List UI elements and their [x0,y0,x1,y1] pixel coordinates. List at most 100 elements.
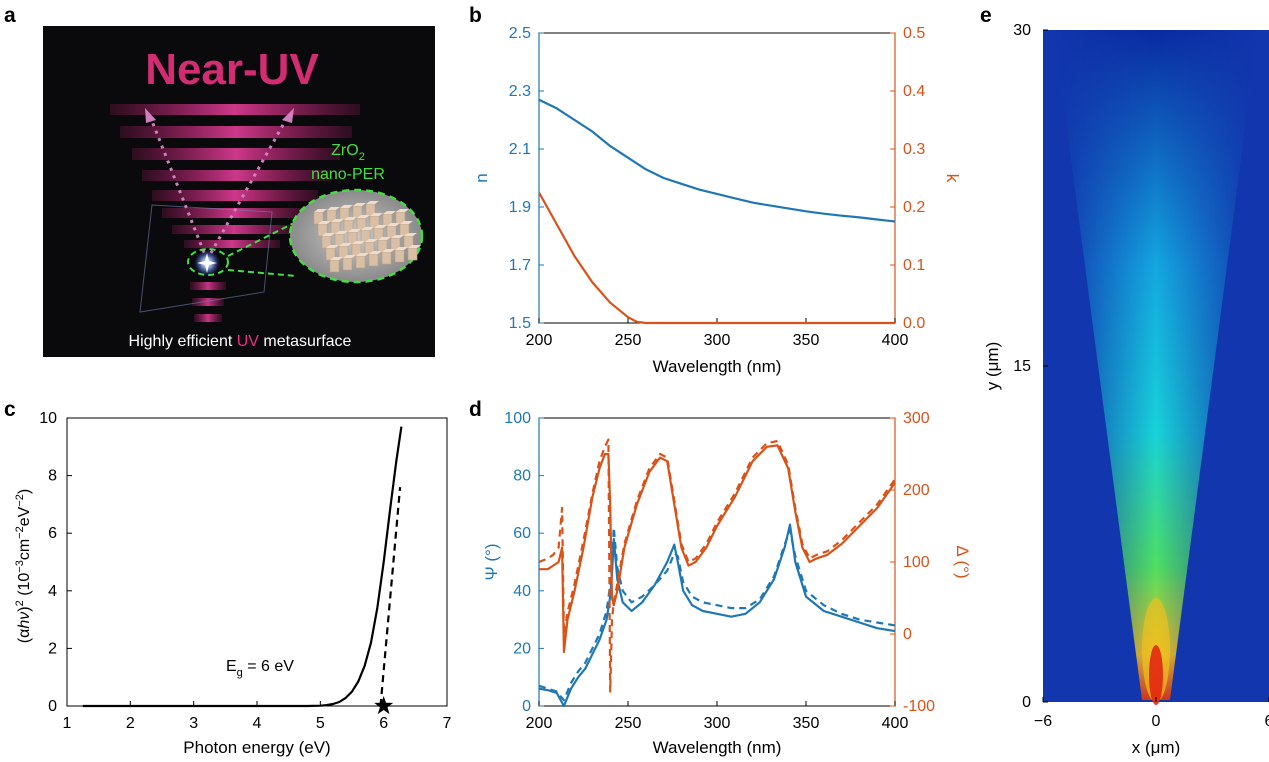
panel-letter-c: c [4,398,16,421]
panel-e-ytick-tick-label: 0 [1022,694,1031,711]
panel-c-xtick-tick-label: 2 [126,715,135,732]
panel-b-ytick-tick-label: 1.9 [509,199,531,216]
nano-pillar-top [382,249,395,252]
panel-c-ytick-tick-label: 6 [48,525,57,542]
panel-d-ytick-tick-label: 100 [504,410,531,427]
nano-pillar-top [314,209,327,212]
metasurface-caption: Highly efficient UV metasurface [129,333,352,350]
panel-d-xlabel: Wavelength (nm) [653,738,782,757]
nano-pillar-disc [288,188,424,284]
panel-d-y2tick-tick-label: 300 [903,410,930,427]
nano-pillar-top [374,225,387,228]
panel-d-xtick-tick-label: 400 [882,715,909,732]
panel-d-xtick-tick-label: 300 [704,715,731,732]
dotted-arrow-left [148,115,209,261]
panel-b-y2tick-tick-label: 0.4 [903,83,925,100]
panel-b-ytick-tick-label: 2.5 [509,25,531,42]
nano-pillar-top [322,233,335,236]
nano-pillar-top [326,245,339,248]
panel-d-ytick-tick-label: 20 [513,640,531,657]
zoom-connector-top [227,221,297,257]
bandgap-annotation: Eg = 6 eV [226,658,294,679]
zoom-ellipse-small [187,248,229,276]
panel-c-series-measured [82,426,403,708]
focus-star-icon [197,253,217,273]
nano-pillar-top [356,253,369,256]
bandgap-star-icon [374,696,394,715]
panel-b-xtick-tick-label: 200 [526,332,553,349]
nano-pillar-top [383,211,396,214]
nano-pillar-top [331,219,344,222]
pillar-array [313,201,421,273]
panel-b-xlabel: Wavelength (nm) [653,357,782,376]
panel-e-xtick-tick-label: −6 [1034,713,1052,730]
panel-c-xtick-tick-label: 5 [316,715,325,732]
nano-pillar-top [400,221,413,224]
panel-e-ylabel: y (μm) [983,342,1002,391]
panel-c-chart: 1 2 3 4 5 6 7 0 2 4 6 8 10 Eg = 6 eV Photon energy (… [14,410,452,757]
nano-pillar-top [348,229,361,232]
panel-b-xtick-tick-label: 300 [704,332,731,349]
nano-pillar [368,253,379,267]
panel-b-series-n [538,98,896,223]
panel-c-xtick-tick-label: 7 [443,715,452,732]
panel-b-y2tick-tick-label: 0.1 [903,257,925,274]
diffraction-bands [110,104,360,322]
panel-d-y2tick-tick-label: 0 [903,626,912,643]
nano-pillar [329,259,340,273]
panel-d-series-Δ-measured [539,444,896,654]
heatmap-hotspot-core [1149,645,1163,705]
panel-d-series-Ψ-measured [538,523,896,708]
panel-b-y2tick-tick-label: 0.2 [903,199,925,216]
nano-pillar [394,249,405,263]
panel-d-y2tick-tick-label: 100 [903,554,930,571]
nano-pillar [381,251,392,265]
nano-pillar-top [366,201,379,204]
substrate-outline [139,204,273,313]
nano-pillar-top [404,233,417,236]
panel-d-y2tick-tick-label: -100 [903,698,935,715]
nano-pillar-top [353,203,366,206]
panel-d-ytick-tick-label: 80 [513,468,531,485]
panel-d-ylabel: Ψ (°) [482,543,501,580]
panel-b-xtick-tick-label: 250 [615,332,642,349]
zoom-connector-bottom [227,269,297,277]
nano-pillar-top [335,231,348,234]
nano-pillar-top [369,251,382,254]
panel-a-illustration: Near-UV [43,26,435,357]
nano-pillar-top [327,207,340,210]
panel-b-ytick-tick-label: 1.7 [509,257,531,274]
panel-letter-d: d [469,398,482,421]
panel-d-y2tick-tick-label: 200 [903,482,930,499]
panel-d-series-Ψ-fit [538,526,896,702]
panel-c-xtick-tick-label: 1 [63,715,72,732]
panel-e-xtick-tick-label: 0 [1152,713,1161,730]
panel-c-series-fit [379,487,402,707]
panel-letter-b: b [469,4,482,27]
panel-letter-a: a [4,4,16,27]
nano-pillar-top [340,205,353,208]
panel-c-xlabel: Photon energy (eV) [183,738,330,757]
panel-b-xtick-tick-label: 350 [793,332,820,349]
panel-d-ytick-tick-label: 0 [522,698,531,715]
heatmap-beam [1043,30,1269,702]
panel-letter-e: e [980,4,992,27]
panel-d-xtick-tick-label: 350 [793,715,820,732]
panel-e-xlabel: x (μm) [1132,738,1181,757]
nano-pillar-top [387,223,400,226]
panel-b-chart: 200 250 300 350 400 1.5 1.7 1.9 2.1 2.3 2.5 0.0 0.1 0… [472,25,962,376]
nano-per-label: nano-PER [311,166,385,183]
dotted-arrow-right [205,115,290,261]
panel-e-heatmap: −60601530 x (μm) y (μm) [983,22,1269,757]
panel-d-y2label: Δ (°) [953,545,972,578]
panel-b-y2tick-tick-label: 0.5 [903,25,925,42]
panel-b-series-k [538,191,895,325]
panel-d-xtick-tick-label: 200 [526,715,553,732]
nano-pillar-top [378,237,391,240]
panel-c-ytick-tick-label: 10 [39,410,57,427]
panel-b-frame [538,32,896,324]
panel-d-series-Δ-fit [538,438,896,693]
panel-b-ytick-tick-label: 1.5 [509,315,531,332]
nano-pillar-top [339,243,352,246]
